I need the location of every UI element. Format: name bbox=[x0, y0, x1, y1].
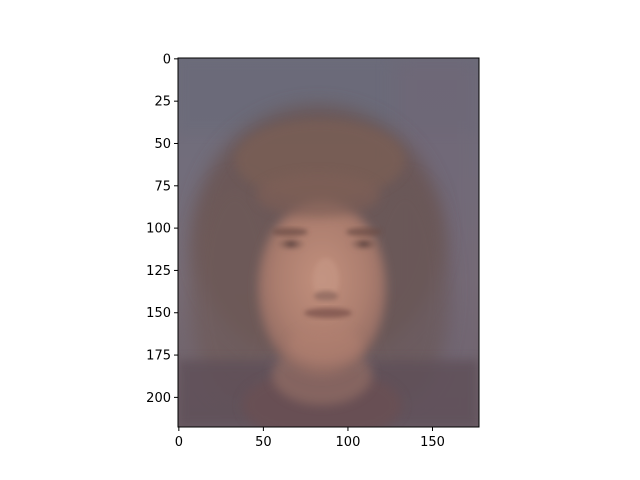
y-tick-label: 50 bbox=[154, 137, 171, 152]
y-tick-label: 75 bbox=[154, 179, 171, 194]
y-tick-label: 200 bbox=[146, 391, 171, 406]
y-tick-label: 0 bbox=[163, 52, 171, 67]
x-tick-label: 50 bbox=[255, 435, 272, 450]
y-tick-label: 125 bbox=[146, 264, 171, 279]
y-tick-label: 100 bbox=[146, 222, 171, 237]
x-axis: 0 50 100 150 bbox=[175, 427, 445, 450]
axes-frame bbox=[177, 57, 480, 428]
y-tick-label: 150 bbox=[146, 306, 171, 321]
x-tick-label: 0 bbox=[175, 435, 183, 450]
heatmap-image bbox=[178, 58, 479, 427]
y-tick-label: 175 bbox=[146, 349, 171, 364]
y-tick-label: 25 bbox=[154, 95, 171, 110]
y-axis: 0 25 50 75 100 125 150 175 200 bbox=[146, 52, 178, 406]
x-tick-label: 100 bbox=[336, 435, 361, 450]
x-tick-label: 150 bbox=[420, 435, 445, 450]
